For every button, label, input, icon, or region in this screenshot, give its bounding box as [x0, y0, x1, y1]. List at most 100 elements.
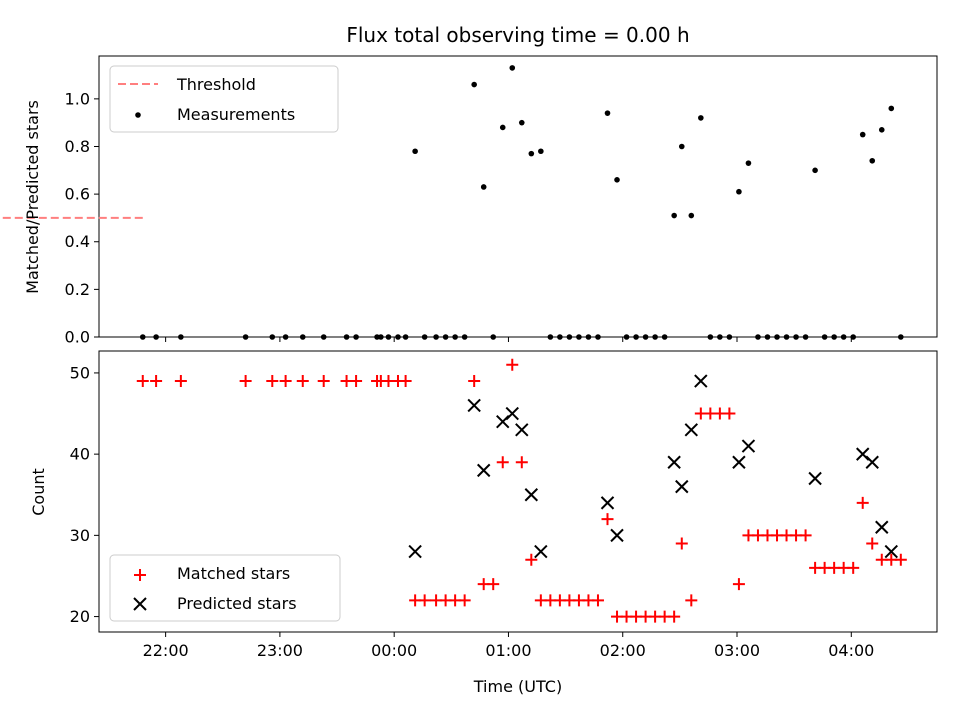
top-y-tick-label: 0.6 — [65, 185, 90, 204]
measurement-point — [378, 334, 384, 340]
predicted-stars-point — [600, 496, 615, 510]
measurement-point — [566, 334, 573, 340]
measurement-point — [698, 115, 704, 121]
matched-stars-point — [723, 407, 736, 420]
measurement-point — [793, 334, 799, 340]
measurement-point — [509, 65, 516, 71]
predicted-stars-point — [884, 544, 898, 559]
bottom-x-tick-label: 00:00 — [371, 641, 417, 660]
measurement-point — [528, 150, 535, 157]
bottom-x-tick-label: 04:00 — [828, 641, 874, 660]
predicted-stars-point — [408, 544, 422, 559]
predicted-stars-point — [467, 398, 481, 413]
measurement-point — [471, 81, 477, 88]
measurement-point — [269, 334, 276, 340]
predicted-stars-point — [684, 423, 699, 437]
matched-stars-point — [266, 375, 279, 388]
matched-stars-point — [847, 561, 860, 574]
measurement-point — [726, 334, 733, 340]
predicted-stars-point — [865, 455, 879, 469]
bottom-y-axis-label: Count — [29, 468, 48, 516]
matched-stars-point — [496, 456, 509, 469]
predicted-legend-marker — [133, 597, 147, 611]
bottom-x-tick-label: 23:00 — [257, 641, 303, 660]
measurement-point — [282, 334, 289, 340]
measurement-point — [353, 334, 359, 340]
measurement-point — [490, 334, 497, 340]
predicted-stars-point — [675, 479, 689, 494]
x-axis-label: Time (UTC) — [473, 677, 562, 696]
predicted-stars-point — [732, 455, 746, 469]
measurement-point — [755, 334, 761, 340]
measurement-point — [678, 143, 685, 150]
measurement-point — [576, 334, 582, 340]
predicted-stars-point — [610, 528, 624, 543]
top-y-tick-label: 1.0 — [65, 89, 90, 108]
measurement-point — [888, 105, 895, 112]
matched-stars-point — [487, 578, 500, 591]
matched-stars-point — [601, 513, 614, 526]
measurement-point — [859, 131, 866, 138]
measurement-point — [707, 334, 714, 340]
measurement-point — [745, 160, 752, 166]
measurement-point — [461, 334, 468, 340]
measurement-point — [557, 334, 563, 340]
matched-stars-point — [350, 375, 363, 388]
top-y-tick-label: 0.8 — [65, 137, 90, 156]
measurement-point — [812, 167, 818, 174]
measurement-point — [343, 334, 350, 340]
measurement-point — [585, 334, 592, 340]
measurement-point — [242, 334, 249, 340]
bottom-y-tick-label: 40 — [70, 445, 90, 464]
measurement-point — [774, 334, 780, 340]
measurement-point — [402, 334, 409, 340]
bottom-legend: Matched stars Predicted stars — [109, 554, 341, 622]
top-legend-box — [109, 65, 339, 133]
predicted-stars-point — [476, 463, 491, 478]
bottom-y-tick-label: 30 — [70, 526, 90, 545]
matched-stars-point — [591, 594, 604, 607]
matched-legend-label: Matched stars — [177, 564, 290, 583]
bottom-x-tick-label: 03:00 — [714, 641, 760, 660]
matched-stars-point — [894, 553, 907, 566]
measurement-point — [671, 212, 677, 219]
bottom-panel: 20 30 40 50 22:00 23:00 00:00 01:00 02:00 03:00 04… — [70, 350, 938, 660]
bottom-x-tick-label: 01:00 — [485, 641, 531, 660]
measurement-point — [821, 334, 828, 340]
matched-stars-point — [675, 537, 688, 550]
measurement-point — [802, 334, 809, 340]
measurement-point — [139, 334, 146, 340]
matched-stars-point — [866, 537, 879, 550]
bottom-y-tick-label: 20 — [70, 607, 90, 626]
matched-stars-point — [399, 375, 412, 388]
matched-stars-point — [506, 358, 519, 371]
measurement-point — [898, 334, 904, 340]
top-y-axis-label: Matched/Predicted stars — [23, 100, 42, 294]
predicted-stars-point — [694, 374, 708, 388]
top-y-tick-label: 0.2 — [65, 280, 90, 299]
measurement-point — [320, 334, 327, 340]
measurements-legend-marker — [135, 112, 141, 118]
measurement-point — [878, 127, 885, 133]
predicted-stars-point — [505, 406, 519, 421]
matched-stars-point — [174, 375, 187, 388]
top-panel: 0.0 0.2 0.4 0.6 0.8 1.0 — [0, 55, 938, 347]
measurements-legend-label: Measurements — [177, 105, 295, 124]
matched-stars-point — [458, 594, 471, 607]
measurement-point — [385, 334, 392, 340]
measurement-point — [850, 334, 856, 340]
measurement-point — [736, 188, 742, 195]
measurement-point — [614, 177, 620, 183]
matched-stars-point — [279, 375, 292, 388]
measurement-point — [764, 334, 771, 340]
bottom-frame — [98, 350, 938, 633]
bottom-x-tick-label: 22:00 — [143, 641, 189, 660]
matched-stars-point — [515, 456, 528, 469]
matched-stars-point — [239, 375, 252, 388]
measurement-point — [452, 334, 458, 340]
matched-stars-point — [732, 578, 745, 591]
measurement-point — [178, 334, 184, 340]
measurement-point — [299, 334, 306, 340]
measurement-point — [661, 334, 668, 340]
